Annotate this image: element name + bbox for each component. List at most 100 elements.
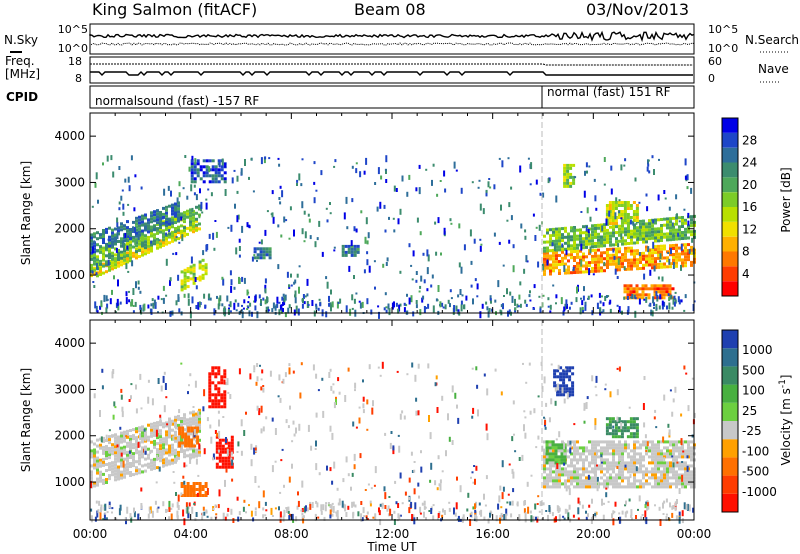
power-cell	[555, 236, 558, 240]
velocity-cell	[123, 439, 126, 443]
power-cell	[296, 273, 299, 278]
power-cbar-block	[722, 221, 738, 237]
velocity-cell	[629, 417, 633, 421]
velocity-cell	[208, 396, 212, 400]
velocity-cell	[183, 413, 186, 417]
nsky-tick-bottom: 10^0	[58, 42, 88, 55]
velocity-cell	[669, 502, 671, 508]
velocity-cell	[537, 435, 540, 440]
velocity-cell	[544, 417, 546, 421]
power-cell	[662, 293, 666, 297]
velocity-cell	[196, 441, 200, 445]
power-cell	[487, 310, 490, 318]
power-cell	[249, 302, 252, 307]
velocity-cell	[165, 437, 168, 445]
power-cell	[654, 257, 657, 261]
power-cell	[690, 218, 693, 222]
power-cell	[651, 236, 654, 240]
velocity-cell	[135, 445, 138, 449]
power-cell	[102, 249, 105, 253]
power-cell	[421, 297, 424, 303]
power-cell	[450, 297, 453, 300]
velocity-cell	[144, 457, 147, 461]
power-cell	[177, 204, 180, 208]
velocity-cell	[188, 384, 190, 387]
power-cell	[567, 265, 570, 269]
power-cell	[184, 155, 187, 158]
power-cell	[615, 237, 618, 241]
power-cell	[283, 296, 286, 303]
velocity-cell	[183, 518, 186, 526]
velocity-cell	[672, 505, 675, 509]
velocity-cell	[102, 451, 105, 455]
power-cell	[660, 239, 663, 242]
power-cell	[579, 228, 582, 232]
power-cell	[138, 248, 141, 252]
velocity-cell	[330, 385, 333, 391]
velocity-cell	[654, 461, 657, 465]
power-cell	[606, 254, 609, 257]
velocity-cell	[384, 492, 387, 500]
velocity-cell	[138, 471, 141, 475]
velocity-cell	[628, 498, 631, 502]
power-cell	[111, 243, 114, 247]
power-cell	[561, 236, 564, 240]
power-cell	[675, 228, 678, 232]
power-cell	[669, 217, 672, 221]
power-cell	[347, 244, 351, 248]
velocity-cell	[434, 382, 437, 387]
power-cell	[408, 243, 411, 248]
power-cell	[144, 249, 147, 253]
power-cbar-block	[722, 162, 738, 178]
velocity-cell	[178, 426, 182, 430]
power-cell	[594, 266, 597, 270]
power-cell	[347, 250, 351, 254]
power-cell	[567, 247, 570, 251]
power-cell	[587, 229, 590, 233]
velocity-cell	[278, 374, 281, 381]
velocity-cell	[690, 449, 693, 453]
power-cell	[135, 244, 138, 248]
velocity-cell	[96, 510, 99, 518]
velocity-cell	[105, 517, 108, 521]
velocity-cell	[366, 518, 369, 521]
velocity-cell	[183, 488, 187, 491]
power-cell	[668, 297, 671, 302]
velocity-cell	[186, 454, 189, 458]
power-cell	[126, 257, 129, 261]
velocity-cell	[513, 433, 515, 436]
power-cell	[361, 301, 364, 308]
power-cell	[425, 307, 428, 310]
power-cell	[220, 174, 224, 178]
power-cell	[623, 287, 627, 291]
power-cell	[543, 254, 546, 258]
power-cell	[648, 304, 651, 307]
power-cell	[102, 241, 105, 244]
x-tick-label: 12:00	[375, 527, 410, 541]
power-cell	[238, 246, 241, 251]
power-cell	[675, 243, 678, 247]
velocity-cell	[626, 435, 630, 439]
velocity-cell	[585, 510, 587, 514]
power-cell	[202, 180, 206, 184]
velocity-cell	[543, 464, 546, 468]
velocity-cell	[187, 391, 189, 395]
velocity-cell	[551, 458, 555, 462]
velocity-cell	[288, 515, 291, 521]
power-cell	[370, 309, 373, 315]
power-cell	[493, 232, 496, 237]
velocity-cell	[500, 512, 503, 520]
velocity-cell	[184, 438, 188, 442]
velocity-cell	[403, 415, 406, 420]
velocity-cell	[189, 417, 192, 421]
velocity-cell	[570, 473, 573, 477]
power-cell	[341, 244, 345, 248]
power-cell	[576, 255, 579, 259]
power-cell	[138, 215, 141, 219]
velocity-cell	[187, 426, 191, 430]
power-cell	[659, 294, 662, 300]
velocity-cell	[429, 432, 432, 440]
power-cell	[641, 284, 645, 288]
velocity-cell	[611, 513, 613, 519]
velocity-cell	[123, 451, 126, 455]
